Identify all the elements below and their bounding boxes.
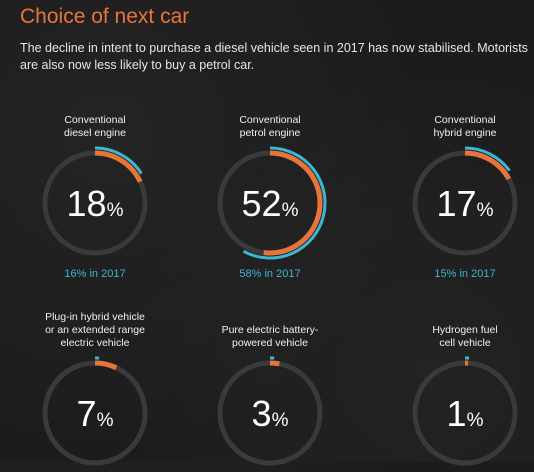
gauge-label: Hydrogen fuel cell vehicle	[390, 310, 534, 350]
gauge-label: Pure electric battery- powered vehicle	[195, 310, 345, 350]
gauge-ring: 1%	[406, 354, 524, 472]
gauge-value-arc	[95, 153, 140, 182]
gauge-label: Conventional diesel engine	[20, 100, 170, 140]
gauge-ring: 52%	[211, 144, 329, 262]
gauge-card: Conventional hybrid engine 17% 15% in 2017	[390, 100, 534, 280]
gauge-label: Conventional hybrid engine	[390, 100, 534, 140]
gauge-label: Conventional petrol engine	[195, 100, 345, 140]
gauge-value-number: 3	[252, 393, 272, 434]
gauge-prior-text: 15% in 2017	[390, 268, 534, 280]
gauge-value-arc	[270, 363, 279, 364]
gauge-value-unit: %	[467, 410, 484, 431]
gauge-label-text: Pure electric battery- powered vehicle	[222, 324, 319, 350]
gauge-card: Conventional petrol engine 52% 58% in 2017	[195, 100, 345, 280]
gauge-value-text: 1%	[447, 393, 484, 434]
gauge-label: Plug-in hybrid vehicle or an extended ra…	[20, 310, 170, 350]
gauge-label-text: Conventional hybrid engine	[433, 114, 496, 140]
gauge-prior-text: 16% in 2017	[20, 268, 170, 280]
gauge-value-unit: %	[107, 200, 124, 221]
gauge-ring: 7%	[36, 354, 154, 472]
gauge-card: Hydrogen fuel cell vehicle 1%	[390, 310, 534, 472]
gauge-value-text: 17%	[437, 183, 494, 224]
gauge-value-text: 7%	[77, 393, 114, 434]
gauge-card: Plug-in hybrid vehicle or an extended ra…	[20, 310, 170, 472]
page-subtitle: The decline in intent to purchase a dies…	[20, 40, 530, 74]
gauge-value-number: 18	[67, 183, 107, 224]
gauge-value-unit: %	[477, 200, 494, 221]
gauge-value-unit: %	[272, 410, 289, 431]
gauge-label-text: Plug-in hybrid vehicle or an extended ra…	[45, 311, 145, 350]
gauge-value-unit: %	[97, 410, 114, 431]
gauge-value-number: 17	[437, 183, 477, 224]
page-title: Choice of next car	[20, 5, 189, 29]
gauge-value-text: 52%	[242, 183, 299, 224]
gauge-prior-text: 58% in 2017	[195, 268, 345, 280]
gauge-value-unit: %	[282, 200, 299, 221]
gauge-value-text: 3%	[252, 393, 289, 434]
gauge-ring: 17%	[406, 144, 524, 262]
gauge-value-arc	[95, 363, 116, 368]
gauge-value-number: 52	[242, 183, 282, 224]
gauge-card: Conventional diesel engine 18% 16% in 2017	[20, 100, 170, 280]
gauge-card: Pure electric battery- powered vehicle 3%	[195, 310, 345, 472]
gauge-value-number: 7	[77, 393, 97, 434]
gauge-ring: 3%	[211, 354, 329, 472]
gauge-value-arc	[465, 153, 509, 179]
gauge-label-text: Hydrogen fuel cell vehicle	[432, 324, 497, 350]
gauge-label-text: Conventional petrol engine	[239, 114, 300, 140]
gauge-value-text: 18%	[67, 183, 124, 224]
gauge-value-number: 1	[447, 393, 467, 434]
gauge-ring: 18%	[36, 144, 154, 262]
gauge-label-text: Conventional diesel engine	[64, 114, 126, 140]
